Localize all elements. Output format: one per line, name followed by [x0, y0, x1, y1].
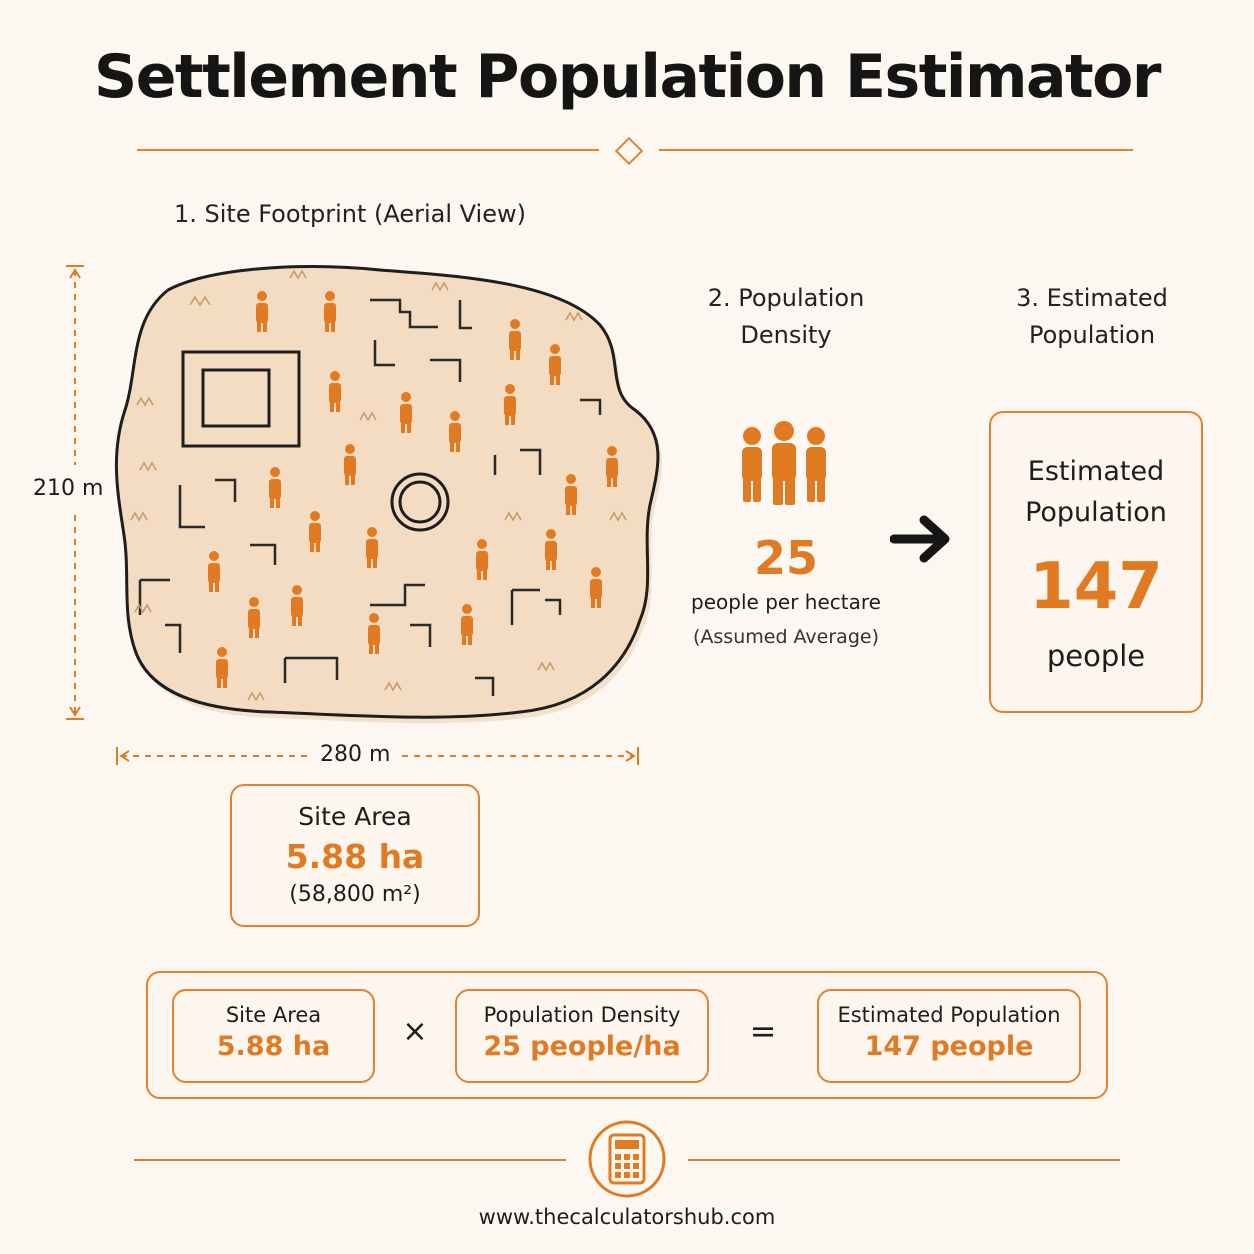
formula-density-box: Population Density 25 people/ha — [455, 989, 709, 1083]
density-heading: 2. Population Density — [684, 280, 888, 354]
estimate-value: 147 — [1029, 550, 1163, 624]
width-dimension-label: 280 m — [320, 742, 391, 767]
estimate-heading-line2: Population — [1028, 321, 1156, 349]
density-unit: people per hectare — [691, 590, 881, 614]
formula-density-label: Population Density — [483, 1003, 681, 1027]
site-footprint-map — [66, 265, 662, 765]
site-area-label: Site Area — [298, 802, 412, 831]
density-note: (Assumed Average) — [693, 626, 879, 648]
footer-rule-left — [134, 1159, 566, 1161]
title-rule-left — [137, 149, 599, 151]
footer-url: www.thecalculatorshub.com — [478, 1205, 776, 1229]
equals-operator: = — [749, 1012, 777, 1050]
arrow-right-icon — [890, 515, 950, 563]
estimate-card-label-line2: Population — [1025, 497, 1167, 528]
formula-estimate-value: 147 people — [864, 1031, 1034, 1062]
estimate-heading: 3. Estimated Population — [990, 280, 1194, 354]
site-area-sub: (58,800 m²) — [289, 882, 421, 907]
density-value: 25 — [753, 531, 818, 585]
multiply-operator: × — [402, 1014, 428, 1049]
formula-site-area-label: Site Area — [225, 1003, 322, 1027]
title-rule-right — [659, 149, 1133, 151]
formula-site-area-value: 5.88 ha — [216, 1031, 331, 1062]
site-footprint-heading: 1. Site Footprint (Aerial View) — [174, 200, 526, 228]
density-heading-line2: Density — [740, 321, 832, 349]
people-group-icon — [742, 421, 826, 505]
estimate-card-label: Estimated Population — [991, 451, 1201, 533]
estimate-card: Estimated Population 147 people — [989, 411, 1203, 713]
density-heading-line1: 2. Population — [707, 284, 865, 312]
estimate-unit: people — [1046, 639, 1146, 673]
height-dimension-label: 210 m — [33, 476, 104, 501]
site-area-card: Site Area 5.88 ha (58,800 m²) — [230, 784, 480, 927]
diamond-ornament — [614, 136, 644, 166]
page-title: Settlement Population Estimator — [94, 42, 1161, 112]
estimate-heading-line1: 3. Estimated — [1016, 284, 1168, 312]
formula-estimate-label: Estimated Population — [837, 1003, 1061, 1027]
site-area-value: 5.88 ha — [285, 837, 425, 876]
calculator-icon — [588, 1120, 666, 1198]
footer-rule-right — [688, 1159, 1120, 1161]
estimate-card-label-line1: Estimated — [1027, 456, 1165, 487]
formula-site-area-box: Site Area 5.88 ha — [172, 989, 375, 1083]
formula-estimate-box: Estimated Population 147 people — [817, 989, 1081, 1083]
formula-density-value: 25 people/ha — [483, 1031, 681, 1062]
